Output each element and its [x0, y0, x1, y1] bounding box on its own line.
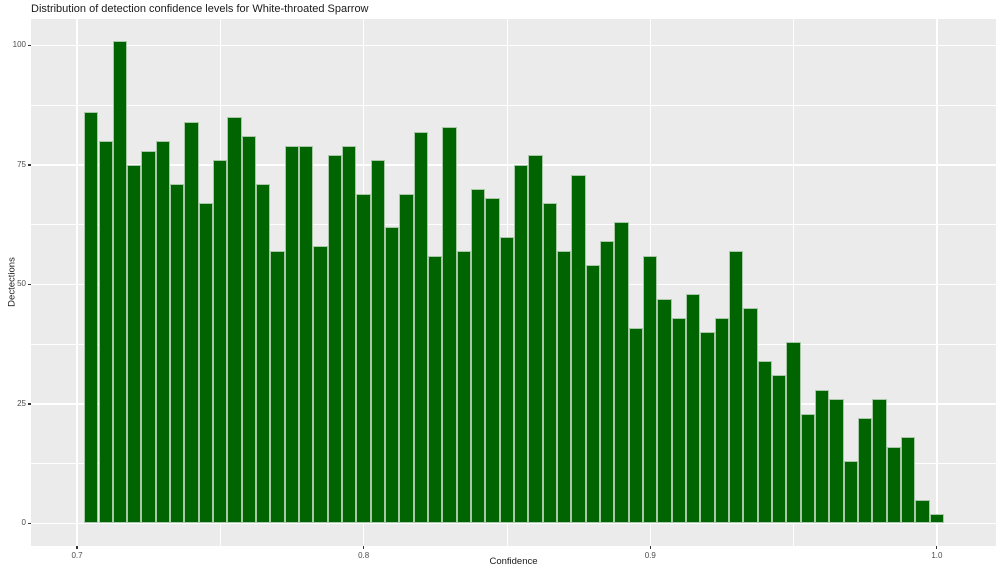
histogram-bar: [471, 188, 486, 524]
x-tick-mark: [76, 546, 78, 549]
chart-title: Distribution of detection confidence lev…: [31, 3, 369, 15]
histogram-bar: [313, 246, 328, 524]
x-tick-label: 0.9: [644, 551, 656, 560]
x-tick-mark: [936, 546, 938, 549]
y-axis-title-text: Dectections: [6, 257, 18, 307]
y-tick-label: 25: [17, 398, 26, 408]
plot-panel: [31, 19, 996, 546]
histogram-bar: [84, 112, 99, 524]
y-tick-label: 100: [12, 40, 26, 50]
histogram-bar: [585, 265, 601, 524]
histogram-bar: [571, 174, 586, 524]
histogram-bar: [628, 327, 644, 524]
histogram-bar: [98, 141, 113, 524]
histogram-bar: [743, 308, 758, 524]
histogram-bar: [757, 360, 773, 524]
histogram-bar: [657, 298, 672, 524]
histogram-bar: [542, 203, 558, 524]
histogram-bar: [213, 160, 228, 524]
x-tick-mark: [363, 546, 365, 549]
x-tick-mark: [649, 546, 651, 549]
histogram-bar: [256, 184, 271, 524]
histogram-bar: [714, 317, 730, 524]
gridline-x-minor: [793, 19, 794, 546]
histogram-bar: [643, 255, 658, 524]
y-tick-mark: [28, 283, 31, 286]
histogram-bar: [886, 447, 902, 524]
histogram-bar: [227, 117, 242, 524]
gridline-x-major: [936, 19, 938, 546]
y-tick-mark: [28, 403, 31, 405]
gridline-y-major: [31, 522, 996, 525]
histogram-bar: [700, 332, 715, 524]
y-tick-label: 75: [17, 159, 26, 169]
histogram-bar: [241, 136, 257, 524]
histogram-bar: [356, 193, 371, 524]
histogram-bar: [399, 193, 414, 524]
histogram-bar: [872, 399, 887, 524]
x-tick-label: 0.7: [71, 551, 83, 560]
histogram-bar: [413, 131, 429, 524]
histogram-bar: [198, 203, 214, 524]
gridline-x-major: [76, 19, 78, 546]
histogram-bar: [514, 164, 529, 524]
y-tick-mark: [28, 522, 31, 525]
histogram-bar: [929, 513, 945, 524]
y-tick-mark: [28, 44, 31, 47]
histogram-bar: [528, 155, 543, 524]
histogram-bar: [327, 155, 343, 524]
histogram-bar: [829, 399, 844, 524]
histogram-bar: [127, 164, 142, 524]
histogram-bar: [284, 145, 300, 524]
histogram-bar: [614, 222, 629, 524]
histogram-bar: [729, 251, 744, 524]
histogram-bar: [786, 341, 801, 524]
histogram-bar: [858, 418, 873, 524]
histogram-bar: [428, 255, 443, 524]
x-axis-title: Confidence: [489, 556, 538, 567]
histogram-bar: [815, 389, 830, 524]
histogram-bar: [370, 160, 386, 524]
histogram-bar: [557, 251, 572, 524]
y-tick-label: 50: [17, 279, 26, 289]
histogram-bar: [112, 40, 128, 524]
histogram-bar: [800, 413, 816, 524]
histogram-bar: [499, 236, 515, 524]
histogram-bar: [456, 251, 472, 524]
histogram-bar: [901, 437, 916, 524]
y-tick-label: 0: [21, 518, 26, 528]
y-tick-mark: [28, 164, 31, 166]
histogram-bar: [915, 499, 930, 524]
histogram-bar: [342, 145, 357, 524]
gridline-y-minor: [31, 104, 996, 106]
histogram-bar: [270, 251, 285, 524]
histogram-bar: [600, 241, 615, 524]
histogram-bar: [671, 317, 687, 524]
histogram-bar: [686, 294, 701, 524]
histogram-bar: [843, 461, 859, 524]
histogram-bar: [485, 198, 500, 524]
histogram-bar: [141, 150, 156, 524]
histogram-bar: [184, 121, 199, 524]
x-tick-label: 0.8: [358, 551, 370, 560]
histogram-bar: [170, 184, 185, 524]
histogram-bar: [385, 227, 400, 524]
histogram-bar: [772, 375, 787, 524]
gridline-y-major: [31, 44, 996, 47]
histogram-bar: [442, 126, 457, 524]
gridline-y-major: [31, 164, 996, 166]
gridline-y-minor: [31, 224, 996, 226]
x-tick-label: 1.0: [931, 551, 943, 560]
histogram-bar: [155, 141, 171, 524]
histogram-bar: [299, 145, 314, 524]
